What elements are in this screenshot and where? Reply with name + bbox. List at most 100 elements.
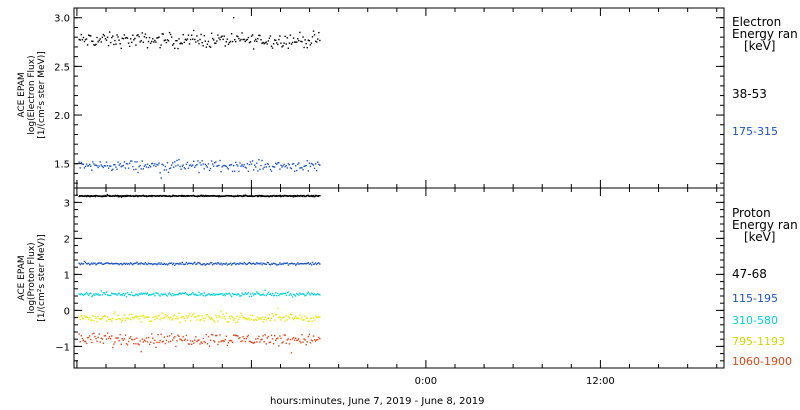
point-proton-310-580 <box>271 292 274 295</box>
point-proton-115-195 <box>124 263 127 265</box>
point-proton-1060-1900 <box>220 340 222 343</box>
point-proton-1060-1900 <box>256 341 258 343</box>
legend-proton-310-580: 310-580 <box>732 314 778 327</box>
point-proton-310-580 <box>243 293 245 296</box>
point-proton-310-580 <box>155 292 157 294</box>
point-proton-1060-1900 <box>277 337 279 339</box>
point-electron-38-53 <box>195 41 197 43</box>
point-proton-47-68 <box>261 194 263 197</box>
point-proton-795-1193 <box>110 318 112 321</box>
point-proton-115-195 <box>154 263 156 265</box>
point-proton-115-195 <box>307 262 309 264</box>
point-proton-310-580 <box>294 295 297 297</box>
point-proton-1060-1900 <box>276 338 278 340</box>
point-proton-310-580 <box>309 294 312 296</box>
point-proton-115-195 <box>255 263 257 265</box>
point-proton-795-1193 <box>269 319 272 322</box>
point-electron-175-315 <box>294 165 297 167</box>
point-proton-795-1193 <box>128 313 131 316</box>
point-proton-115-195 <box>96 263 98 265</box>
point-proton-310-580 <box>160 293 162 295</box>
point-proton-1060-1900 <box>209 339 212 341</box>
point-electron-38-53 <box>300 40 302 43</box>
point-proton-310-580 <box>128 293 131 296</box>
point-electron-175-315 <box>136 161 138 163</box>
point-proton-1060-1900 <box>249 340 252 343</box>
point-proton-795-1193 <box>267 317 270 319</box>
point-proton-115-195 <box>262 262 264 264</box>
point-electron-175-315 <box>182 164 184 166</box>
point-proton-795-1193 <box>283 316 285 318</box>
point-proton-795-1193 <box>167 316 170 319</box>
point-proton-795-1193 <box>201 315 203 317</box>
point-proton-115-195 <box>183 263 185 266</box>
point-proton-1060-1900 <box>242 335 244 338</box>
point-electron-175-315 <box>287 163 290 165</box>
point-proton-795-1193 <box>232 319 235 321</box>
point-proton-310-580 <box>142 292 144 295</box>
point-electron-38-53 <box>262 41 264 44</box>
point-electron-175-315 <box>151 162 153 165</box>
point-proton-47-68 <box>102 195 104 198</box>
point-proton-115-195 <box>234 262 236 264</box>
point-electron-38-53 <box>238 37 240 40</box>
point-proton-310-580 <box>123 294 126 296</box>
point-electron-175-315 <box>113 164 115 166</box>
point-proton-115-195 <box>112 263 114 265</box>
point-proton-310-580 <box>179 292 181 294</box>
point-proton-115-195 <box>95 264 97 266</box>
point-proton-310-580 <box>201 293 203 295</box>
point-electron-175-315 <box>236 163 238 166</box>
point-proton-310-580 <box>248 295 251 298</box>
point-proton-1060-1900 <box>308 333 311 336</box>
point-proton-115-195 <box>247 262 250 264</box>
point-proton-795-1193 <box>204 317 206 320</box>
point-proton-115-195 <box>243 261 245 264</box>
point-proton-310-580 <box>112 293 114 295</box>
point-proton-115-195 <box>136 261 138 263</box>
point-proton-115-195 <box>280 263 282 266</box>
point-electron-175-315 <box>214 161 216 164</box>
point-proton-115-195 <box>302 263 304 265</box>
point-proton-795-1193 <box>105 320 108 322</box>
point-proton-115-195 <box>172 263 174 266</box>
point-electron-38-53 <box>98 39 100 42</box>
point-proton-1060-1900 <box>170 333 173 335</box>
point-proton-115-195 <box>204 264 206 266</box>
point-electron-175-315 <box>169 167 172 169</box>
point-electron-175-315 <box>310 162 313 165</box>
series-proton-795-1193 <box>78 307 321 324</box>
point-electron-38-53 <box>186 38 189 40</box>
point-proton-310-580 <box>186 293 189 296</box>
point-proton-795-1193 <box>154 318 156 321</box>
point-proton-1060-1900 <box>193 342 195 344</box>
point-proton-310-580 <box>238 293 240 296</box>
point-proton-795-1193 <box>134 316 136 318</box>
point-electron-175-315 <box>124 167 127 169</box>
point-proton-47-68 <box>142 194 145 197</box>
point-proton-115-195 <box>310 264 313 266</box>
point-electron-38-53 <box>214 42 216 44</box>
point-electron-175-315 <box>219 159 221 162</box>
point-electron-38-53 <box>159 46 161 49</box>
proton-ytick-label: 0 <box>64 306 70 317</box>
point-electron-38-53 <box>177 47 179 50</box>
point-proton-1060-1900 <box>173 337 175 339</box>
point-proton-310-580 <box>239 295 241 297</box>
point-proton-1060-1900 <box>245 337 247 340</box>
point-electron-175-315 <box>153 164 155 167</box>
point-proton-115-195 <box>160 262 162 264</box>
point-proton-310-580 <box>187 294 190 296</box>
point-proton-115-195 <box>188 262 191 265</box>
point-electron-175-315 <box>177 164 179 166</box>
point-proton-795-1193 <box>180 316 182 319</box>
point-proton-115-195 <box>311 261 314 264</box>
point-proton-795-1193 <box>262 320 264 323</box>
point-proton-310-580 <box>211 294 214 296</box>
point-proton-1060-1900 <box>117 337 119 339</box>
point-electron-175-315 <box>83 167 86 169</box>
point-electron-38-53 <box>241 32 243 34</box>
point-proton-310-580 <box>129 294 132 296</box>
point-electron-38-53 <box>284 35 286 38</box>
point-electron-175-315 <box>218 164 220 167</box>
